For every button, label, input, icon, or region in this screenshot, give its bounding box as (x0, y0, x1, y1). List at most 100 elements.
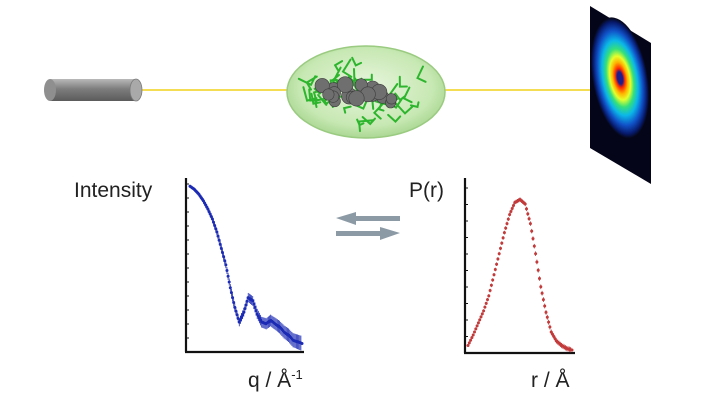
intensity-series (188, 184, 304, 351)
data-point (225, 269, 229, 273)
data-point (487, 294, 491, 298)
data-point (496, 257, 500, 261)
data-point (480, 312, 484, 316)
protein-strand (398, 75, 408, 88)
protein-strand (387, 113, 402, 124)
data-point (548, 325, 552, 329)
data-point (229, 291, 233, 295)
data-point (470, 336, 474, 340)
data-point (471, 333, 475, 337)
data-point (478, 318, 482, 322)
data-point (506, 217, 510, 221)
protein-strand (394, 92, 406, 102)
data-point (528, 222, 532, 226)
data-point (473, 330, 476, 334)
data-point (509, 210, 513, 214)
data-point (535, 260, 539, 264)
data-point (226, 274, 230, 278)
protein-strand (310, 92, 322, 105)
data-point (486, 298, 489, 302)
data-point (220, 251, 224, 255)
data-point (545, 315, 549, 319)
data-point (475, 324, 479, 328)
pr-series (466, 197, 574, 353)
data-point (505, 222, 509, 226)
protein-strand (342, 105, 352, 114)
data-point (493, 267, 497, 271)
intensity-plot-axes (184, 178, 304, 354)
data-point (466, 343, 470, 347)
data-point (547, 320, 551, 324)
data-point (532, 244, 536, 248)
data-point (551, 332, 554, 336)
pr-plot-axes (463, 178, 575, 355)
protein-strand (356, 118, 365, 127)
protein-strand (416, 65, 427, 83)
data-point (228, 286, 232, 290)
r-axis-label: r / Å (531, 369, 570, 392)
bidirectional-arrows-icon (336, 212, 400, 240)
protein-atom (385, 93, 398, 105)
data-point (500, 241, 504, 245)
data-point (523, 202, 527, 206)
data-point (479, 315, 483, 319)
data-point (469, 338, 473, 342)
pr-plot: P(r) r / Å (409, 178, 575, 392)
data-point (474, 327, 478, 331)
data-point (499, 246, 502, 250)
scattering-detector-icon (590, 6, 651, 184)
data-point (491, 278, 495, 282)
data-point (300, 341, 304, 345)
protein-strand (378, 102, 385, 112)
data-point (525, 207, 528, 211)
data-point (540, 291, 544, 295)
data-point (218, 242, 222, 246)
data-point (527, 217, 531, 221)
x-ray-source-cylinder-icon (44, 78, 143, 102)
intensity-axis-label: Intensity (74, 179, 153, 202)
data-point (552, 334, 556, 338)
protein-in-solution-ellipsoid-icon (286, 45, 446, 139)
data-point (510, 207, 514, 211)
data-point (215, 230, 219, 234)
pr-axis-label: P(r) (409, 179, 444, 202)
protein-atom (348, 90, 365, 107)
data-point (483, 305, 487, 309)
protein-strand (394, 102, 414, 115)
data-point (570, 348, 574, 352)
protein-strand (333, 60, 344, 72)
protein-strand (363, 73, 373, 81)
data-point (539, 285, 543, 289)
protein-strand (305, 75, 318, 91)
data-point (467, 341, 471, 345)
data-point (502, 231, 506, 235)
data-point (534, 252, 538, 256)
data-point (553, 337, 557, 341)
data-point (492, 273, 496, 277)
intensity-plot: Intensity q / Å-1 (74, 178, 304, 392)
data-point (508, 213, 512, 217)
data-point (484, 301, 488, 305)
protein-strand (314, 97, 325, 108)
data-point (219, 246, 223, 250)
data-point (497, 252, 501, 256)
data-point (544, 310, 548, 314)
data-point (476, 321, 480, 325)
data-point (227, 280, 231, 284)
data-point (495, 262, 499, 266)
protein-atom (337, 76, 354, 93)
data-point (549, 330, 553, 334)
data-point (543, 304, 547, 308)
data-point (501, 236, 505, 240)
data-point (530, 229, 534, 233)
protein-strand (358, 119, 374, 133)
data-point (232, 300, 236, 304)
data-point (231, 296, 235, 300)
protein-strand (302, 86, 318, 102)
data-point (538, 277, 541, 281)
protein-atom (322, 88, 335, 101)
data-point (526, 212, 530, 216)
data-point (541, 298, 545, 302)
protein-strand (402, 86, 413, 104)
